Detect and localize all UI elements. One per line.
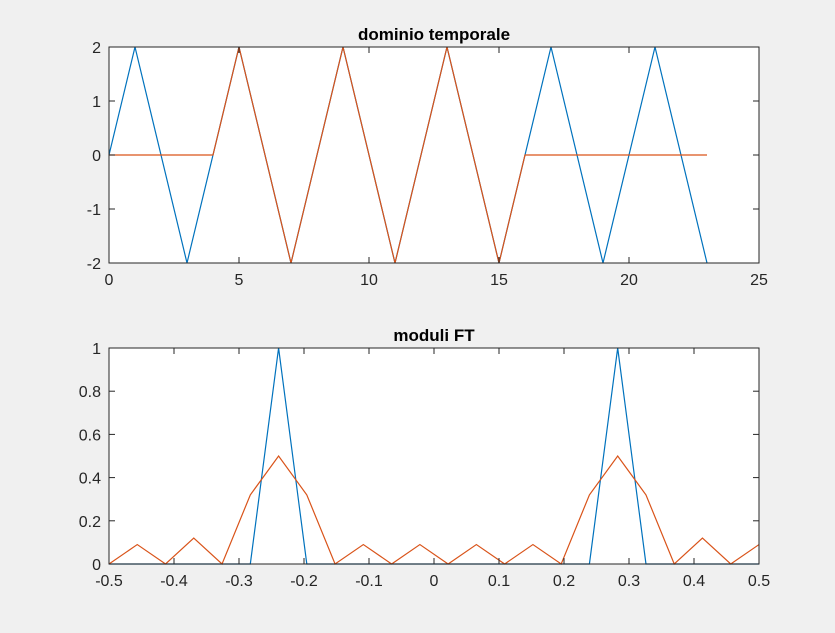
x-tick-label: 5 <box>235 272 244 289</box>
x-tick-label: 25 <box>750 272 768 289</box>
x-tick-label: 10 <box>360 272 378 289</box>
chart-title: moduli FT <box>393 326 475 345</box>
time-domain-axes[interactable]: 0 5 10 15 20 25 -2 -1 0 1 2 dominio temporale <box>87 25 768 289</box>
x-tick-label: -0.5 <box>95 573 123 590</box>
y-tick-label: 0.4 <box>79 471 101 488</box>
y-tick-label: 0 <box>92 557 101 574</box>
y-tick-label: -2 <box>87 256 101 273</box>
x-tick-label: 0 <box>105 272 114 289</box>
x-tick-label: 0.2 <box>553 573 575 590</box>
x-tick-label: 0.3 <box>618 573 640 590</box>
x-tick-label: 0.5 <box>748 573 770 590</box>
x-tick-label: -0.2 <box>290 573 318 590</box>
series-line-2 <box>108 454 760 566</box>
y-tick-label: 0.8 <box>79 384 101 401</box>
y-tick-label: 0.6 <box>79 427 101 444</box>
x-tick-label: 0 <box>430 573 439 590</box>
y-tick-label: -1 <box>87 202 101 219</box>
y-tick-label: 1 <box>92 341 101 358</box>
x-tick-label: -0.1 <box>355 573 383 590</box>
x-tick-label: -0.4 <box>160 573 188 590</box>
series-line-2 <box>109 46 707 264</box>
y-tick-label: 1 <box>92 94 101 111</box>
chart-title: dominio temporale <box>358 25 510 44</box>
y-tick-label: 2 <box>92 40 101 57</box>
x-tick-label: 0.1 <box>488 573 510 590</box>
x-tick-label: 0.4 <box>683 573 705 590</box>
x-tick-label: 20 <box>620 272 638 289</box>
plot-area <box>109 348 759 564</box>
y-tick-label: 0 <box>92 148 101 165</box>
x-tick-label: -0.3 <box>225 573 253 590</box>
y-tick-label: 0.2 <box>79 514 101 531</box>
ft-magnitude-axes[interactable]: -0.5 -0.4 -0.3 -0.2 -0.1 0 0.1 0.2 0.3 0.4 0.5 0 0.2… <box>79 326 770 590</box>
x-tick-label: 15 <box>490 272 508 289</box>
